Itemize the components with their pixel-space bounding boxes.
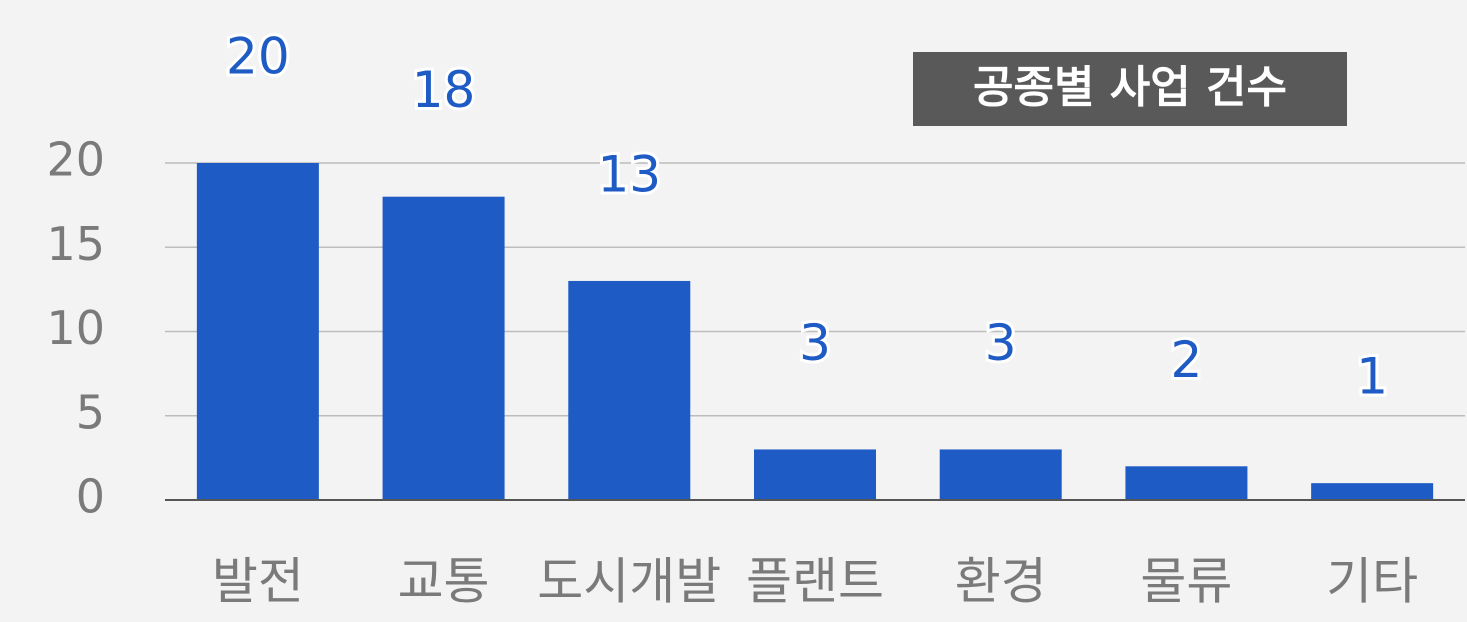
value-label: 3 xyxy=(799,314,831,372)
bar xyxy=(939,449,1062,500)
bar xyxy=(1125,466,1248,500)
value-label: 13 xyxy=(597,145,661,203)
value-label: 18 xyxy=(412,61,476,119)
value-label: 1 xyxy=(1356,348,1388,406)
x-tick-label: 환경 xyxy=(955,553,1047,611)
x-tick-label: 발전 xyxy=(212,553,304,611)
x-tick-label: 교통 xyxy=(398,553,490,611)
title-box xyxy=(913,52,1347,126)
value-label: 3 xyxy=(985,314,1017,372)
bar xyxy=(196,163,319,500)
bar xyxy=(382,196,505,500)
value-label: 20 xyxy=(226,28,290,86)
chart-title: 공종별 사업 건수 xyxy=(973,62,1287,113)
y-tick-label: 0 xyxy=(76,470,105,524)
x-tick-label: 물류 xyxy=(1140,553,1232,611)
x-tick-label: 기타 xyxy=(1326,553,1418,611)
y-tick-label: 10 xyxy=(46,301,105,355)
x-tick-label: 플랜트 xyxy=(746,553,884,611)
x-tick-label: 도시개발 xyxy=(537,553,721,611)
y-tick-label: 5 xyxy=(76,385,105,439)
bar xyxy=(754,449,876,500)
value-label: 2 xyxy=(1171,331,1203,389)
y-tick-label: 20 xyxy=(46,133,105,187)
bar xyxy=(568,280,691,500)
bar xyxy=(1311,483,1434,500)
y-tick-label: 15 xyxy=(46,217,105,271)
